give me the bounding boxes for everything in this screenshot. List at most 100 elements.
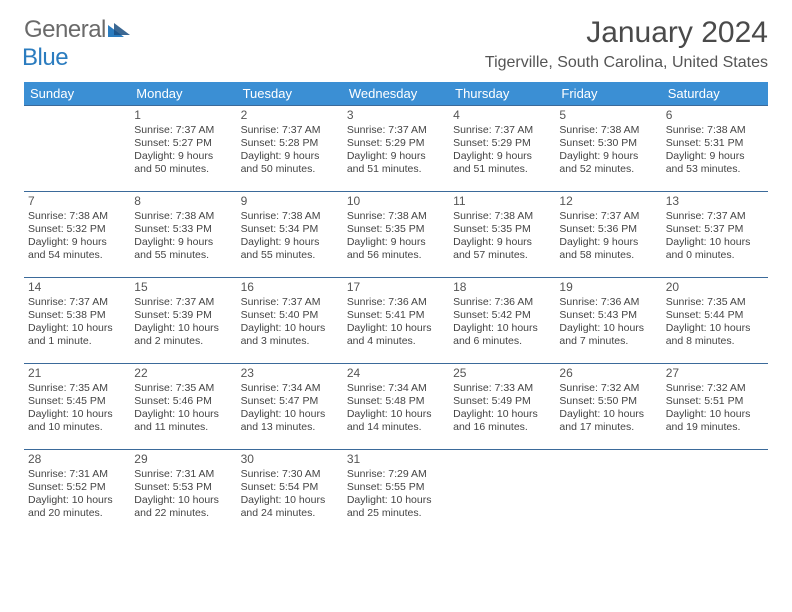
calendar-cell: 2Sunrise: 7:37 AMSunset: 5:28 PMDaylight… xyxy=(237,106,343,192)
calendar-cell: 16Sunrise: 7:37 AMSunset: 5:40 PMDayligh… xyxy=(237,278,343,364)
header: General Blue January 2024 Tigerville, So… xyxy=(24,16,768,72)
calendar-cell: 17Sunrise: 7:36 AMSunset: 5:41 PMDayligh… xyxy=(343,278,449,364)
day-header: Friday xyxy=(555,82,661,106)
day-info: Sunrise: 7:30 AMSunset: 5:54 PMDaylight:… xyxy=(241,468,339,521)
day-number: 3 xyxy=(347,108,445,123)
day-number: 19 xyxy=(559,280,657,295)
day-info: Sunrise: 7:36 AMSunset: 5:42 PMDaylight:… xyxy=(453,296,551,349)
calendar-cell-blank xyxy=(24,106,130,192)
day-header: Tuesday xyxy=(237,82,343,106)
day-number: 31 xyxy=(347,452,445,467)
day-header: Sunday xyxy=(24,82,130,106)
day-number: 12 xyxy=(559,194,657,209)
day-info: Sunrise: 7:32 AMSunset: 5:50 PMDaylight:… xyxy=(559,382,657,435)
day-number: 30 xyxy=(241,452,339,467)
day-header: Monday xyxy=(130,82,236,106)
day-info: Sunrise: 7:36 AMSunset: 5:41 PMDaylight:… xyxy=(347,296,445,349)
calendar-cell: 5Sunrise: 7:38 AMSunset: 5:30 PMDaylight… xyxy=(555,106,661,192)
day-info: Sunrise: 7:38 AMSunset: 5:34 PMDaylight:… xyxy=(241,210,339,263)
calendar-cell: 22Sunrise: 7:35 AMSunset: 5:46 PMDayligh… xyxy=(130,364,236,450)
day-info: Sunrise: 7:37 AMSunset: 5:28 PMDaylight:… xyxy=(241,124,339,177)
logo-text-general: General xyxy=(24,16,106,43)
day-info: Sunrise: 7:37 AMSunset: 5:38 PMDaylight:… xyxy=(28,296,126,349)
day-info: Sunrise: 7:37 AMSunset: 5:40 PMDaylight:… xyxy=(241,296,339,349)
calendar-cell: 25Sunrise: 7:33 AMSunset: 5:49 PMDayligh… xyxy=(449,364,555,450)
month-title: January 2024 xyxy=(485,16,768,50)
logo-text-blue: Blue xyxy=(22,44,68,71)
day-number: 11 xyxy=(453,194,551,209)
calendar-cell: 10Sunrise: 7:38 AMSunset: 5:35 PMDayligh… xyxy=(343,192,449,278)
day-info: Sunrise: 7:32 AMSunset: 5:51 PMDaylight:… xyxy=(666,382,764,435)
calendar-cell: 27Sunrise: 7:32 AMSunset: 5:51 PMDayligh… xyxy=(662,364,768,450)
day-info: Sunrise: 7:38 AMSunset: 5:35 PMDaylight:… xyxy=(347,210,445,263)
day-info: Sunrise: 7:36 AMSunset: 5:43 PMDaylight:… xyxy=(559,296,657,349)
day-info: Sunrise: 7:37 AMSunset: 5:29 PMDaylight:… xyxy=(453,124,551,177)
day-number: 29 xyxy=(134,452,232,467)
day-number: 17 xyxy=(347,280,445,295)
location: Tigerville, South Carolina, United State… xyxy=(485,54,768,72)
day-info: Sunrise: 7:35 AMSunset: 5:44 PMDaylight:… xyxy=(666,296,764,349)
calendar-header-row: SundayMondayTuesdayWednesdayThursdayFrid… xyxy=(24,82,768,106)
calendar-cell: 11Sunrise: 7:38 AMSunset: 5:35 PMDayligh… xyxy=(449,192,555,278)
day-info: Sunrise: 7:38 AMSunset: 5:33 PMDaylight:… xyxy=(134,210,232,263)
day-header: Wednesday xyxy=(343,82,449,106)
calendar-cell: 18Sunrise: 7:36 AMSunset: 5:42 PMDayligh… xyxy=(449,278,555,364)
calendar-cell: 28Sunrise: 7:31 AMSunset: 5:52 PMDayligh… xyxy=(24,450,130,536)
day-number: 28 xyxy=(28,452,126,467)
day-number: 22 xyxy=(134,366,232,381)
day-number: 14 xyxy=(28,280,126,295)
calendar-week-row: 1Sunrise: 7:37 AMSunset: 5:27 PMDaylight… xyxy=(24,106,768,192)
calendar-cell: 14Sunrise: 7:37 AMSunset: 5:38 PMDayligh… xyxy=(24,278,130,364)
calendar-cell: 20Sunrise: 7:35 AMSunset: 5:44 PMDayligh… xyxy=(662,278,768,364)
day-number: 23 xyxy=(241,366,339,381)
calendar-cell: 12Sunrise: 7:37 AMSunset: 5:36 PMDayligh… xyxy=(555,192,661,278)
calendar-week-row: 14Sunrise: 7:37 AMSunset: 5:38 PMDayligh… xyxy=(24,278,768,364)
day-info: Sunrise: 7:38 AMSunset: 5:35 PMDaylight:… xyxy=(453,210,551,263)
day-info: Sunrise: 7:34 AMSunset: 5:48 PMDaylight:… xyxy=(347,382,445,435)
calendar-cell: 21Sunrise: 7:35 AMSunset: 5:45 PMDayligh… xyxy=(24,364,130,450)
day-info: Sunrise: 7:38 AMSunset: 5:32 PMDaylight:… xyxy=(28,210,126,263)
calendar-cell-blank xyxy=(449,450,555,536)
calendar-cell: 3Sunrise: 7:37 AMSunset: 5:29 PMDaylight… xyxy=(343,106,449,192)
day-info: Sunrise: 7:37 AMSunset: 5:36 PMDaylight:… xyxy=(559,210,657,263)
calendar-cell: 29Sunrise: 7:31 AMSunset: 5:53 PMDayligh… xyxy=(130,450,236,536)
logo-triangle-icon xyxy=(108,16,130,44)
day-number: 6 xyxy=(666,108,764,123)
day-info: Sunrise: 7:37 AMSunset: 5:37 PMDaylight:… xyxy=(666,210,764,263)
day-info: Sunrise: 7:37 AMSunset: 5:29 PMDaylight:… xyxy=(347,124,445,177)
day-info: Sunrise: 7:35 AMSunset: 5:46 PMDaylight:… xyxy=(134,382,232,435)
day-info: Sunrise: 7:38 AMSunset: 5:31 PMDaylight:… xyxy=(666,124,764,177)
day-number: 15 xyxy=(134,280,232,295)
day-info: Sunrise: 7:34 AMSunset: 5:47 PMDaylight:… xyxy=(241,382,339,435)
day-header: Thursday xyxy=(449,82,555,106)
calendar-cell: 8Sunrise: 7:38 AMSunset: 5:33 PMDaylight… xyxy=(130,192,236,278)
calendar-week-row: 7Sunrise: 7:38 AMSunset: 5:32 PMDaylight… xyxy=(24,192,768,278)
day-number: 24 xyxy=(347,366,445,381)
day-number: 10 xyxy=(347,194,445,209)
day-number: 7 xyxy=(28,194,126,209)
day-number: 13 xyxy=(666,194,764,209)
day-number: 8 xyxy=(134,194,232,209)
calendar-week-row: 21Sunrise: 7:35 AMSunset: 5:45 PMDayligh… xyxy=(24,364,768,450)
calendar-cell: 1Sunrise: 7:37 AMSunset: 5:27 PMDaylight… xyxy=(130,106,236,192)
day-info: Sunrise: 7:37 AMSunset: 5:27 PMDaylight:… xyxy=(134,124,232,177)
day-info: Sunrise: 7:38 AMSunset: 5:30 PMDaylight:… xyxy=(559,124,657,177)
day-number: 18 xyxy=(453,280,551,295)
calendar-cell: 26Sunrise: 7:32 AMSunset: 5:50 PMDayligh… xyxy=(555,364,661,450)
day-number: 25 xyxy=(453,366,551,381)
calendar-cell: 9Sunrise: 7:38 AMSunset: 5:34 PMDaylight… xyxy=(237,192,343,278)
calendar-cell: 4Sunrise: 7:37 AMSunset: 5:29 PMDaylight… xyxy=(449,106,555,192)
day-number: 26 xyxy=(559,366,657,381)
day-info: Sunrise: 7:29 AMSunset: 5:55 PMDaylight:… xyxy=(347,468,445,521)
calendar-cell-blank xyxy=(662,450,768,536)
calendar-cell: 24Sunrise: 7:34 AMSunset: 5:48 PMDayligh… xyxy=(343,364,449,450)
day-number: 27 xyxy=(666,366,764,381)
day-number: 21 xyxy=(28,366,126,381)
calendar-cell: 15Sunrise: 7:37 AMSunset: 5:39 PMDayligh… xyxy=(130,278,236,364)
day-info: Sunrise: 7:33 AMSunset: 5:49 PMDaylight:… xyxy=(453,382,551,435)
calendar-cell: 23Sunrise: 7:34 AMSunset: 5:47 PMDayligh… xyxy=(237,364,343,450)
day-info: Sunrise: 7:35 AMSunset: 5:45 PMDaylight:… xyxy=(28,382,126,435)
day-number: 16 xyxy=(241,280,339,295)
day-header: Saturday xyxy=(662,82,768,106)
day-info: Sunrise: 7:31 AMSunset: 5:53 PMDaylight:… xyxy=(134,468,232,521)
